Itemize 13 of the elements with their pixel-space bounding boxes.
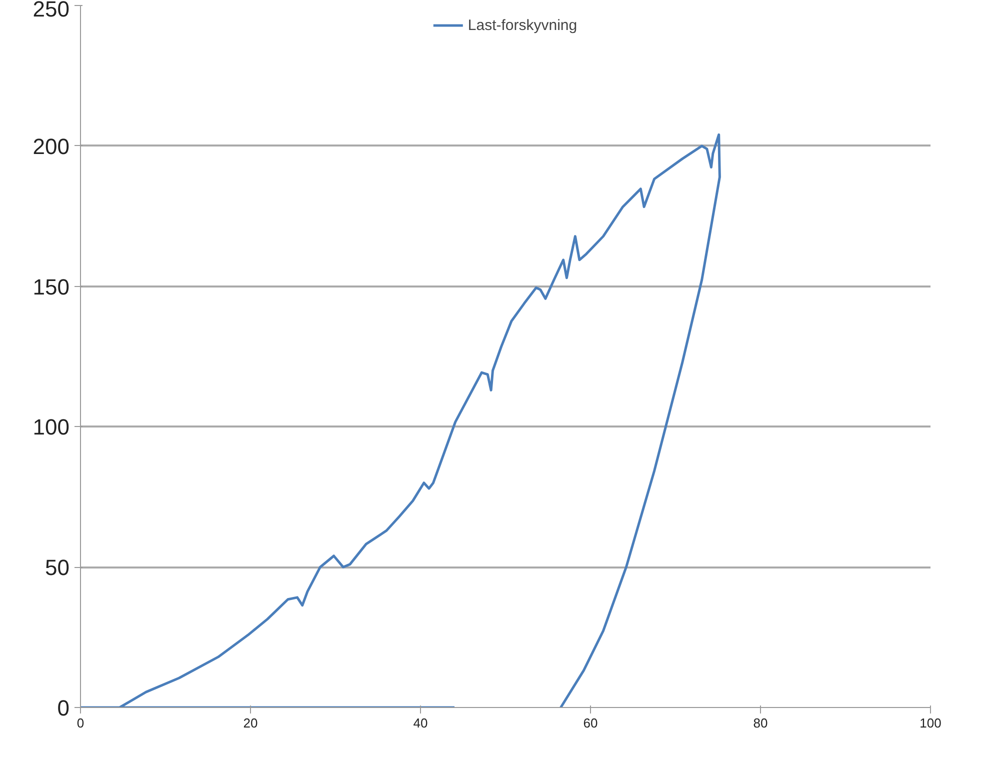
x-tick-label: 20 xyxy=(243,716,258,730)
y-tick-label: 50 xyxy=(45,555,70,580)
y-tick-label: 100 xyxy=(32,414,70,440)
x-tick-label: 0 xyxy=(76,716,84,730)
x-tick-label: 100 xyxy=(920,716,942,730)
x-tick-label: 40 xyxy=(413,716,428,730)
y-tick-label: 150 xyxy=(32,274,70,300)
x-tick-label: 80 xyxy=(753,716,768,730)
y-tick-label: 200 xyxy=(32,134,70,159)
y-tick-label: 250 xyxy=(32,0,70,22)
legend-label: Last-forskyvning xyxy=(468,16,578,34)
line-series xyxy=(80,133,721,708)
x-tick-label: 60 xyxy=(583,716,598,730)
